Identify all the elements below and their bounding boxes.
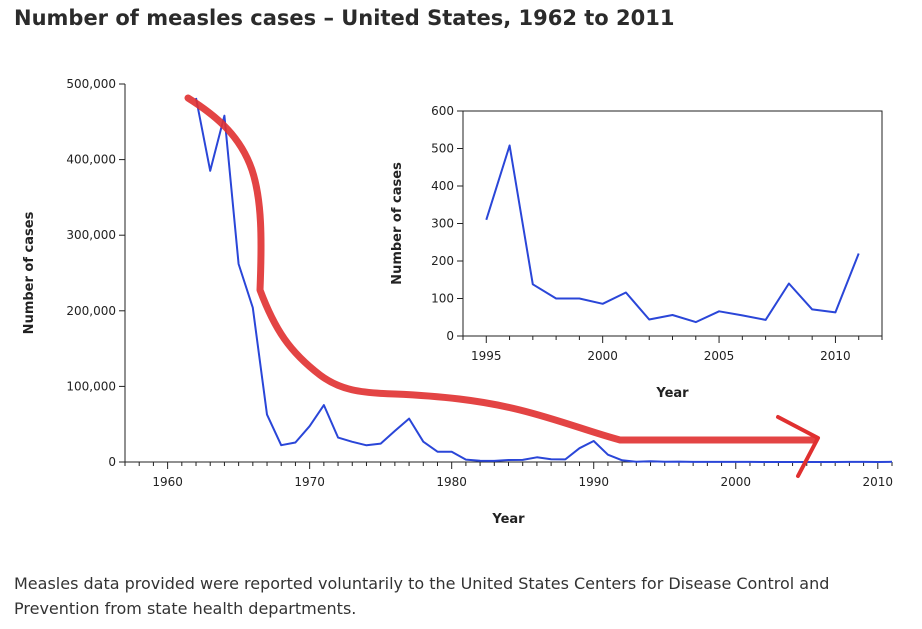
main-y-axis-label: Number of cases xyxy=(22,211,37,334)
inset-y-tick-label: 500 xyxy=(431,142,454,156)
hand-drawn-arrow xyxy=(184,94,820,478)
inset-frame xyxy=(462,110,883,337)
main-y-tick-label: 500,000 xyxy=(66,77,116,91)
inset-y-tick-label: 400 xyxy=(431,179,454,193)
main-x-tick-label: 1980 xyxy=(436,475,467,489)
chart-canvas: 0 100,000 200,000 300,000 400,000 500,000 1960… xyxy=(22,77,893,527)
inset-x-axis-label: Year xyxy=(655,386,689,401)
inset-x-tick-label: 2010 xyxy=(820,349,851,363)
inset-chart: 0 100 200 300 400 500 600 1995 2000 2005 2010 Year N… xyxy=(390,104,883,401)
inset-y-tick-label: 200 xyxy=(431,254,454,268)
footnote: Measles data provided were reported volu… xyxy=(14,574,830,618)
page-title: Number of measles cases – United States,… xyxy=(14,6,675,30)
main-y-tick-label: 300,000 xyxy=(66,228,116,242)
inset-x-tick-label: 2000 xyxy=(587,349,618,363)
main-series-line xyxy=(195,97,893,463)
inset-series-line xyxy=(485,144,860,324)
arrow-head xyxy=(776,415,820,478)
inset-y-tick-label: 0 xyxy=(446,329,454,343)
inset-x-tick-label: 2005 xyxy=(704,349,735,363)
main-x-axis-label: Year xyxy=(491,512,525,527)
main-x-tick-label: 1970 xyxy=(294,475,325,489)
inset-y-axis-label: Number of cases xyxy=(390,162,405,285)
main-y-tick-label: 400,000 xyxy=(66,153,116,167)
inset-y-tick-label: 300 xyxy=(431,217,454,231)
main-x-tick-label: 2010 xyxy=(863,475,894,489)
inset-x-tick-label: 1995 xyxy=(471,349,502,363)
arrow-stroke xyxy=(184,94,819,444)
inset-y-tick-label: 600 xyxy=(431,104,454,118)
main-chart: 0 100,000 200,000 300,000 400,000 500,000 1960… xyxy=(22,77,893,527)
main-x-tick-label: 1990 xyxy=(578,475,609,489)
main-y-tick-label: 100,000 xyxy=(66,379,116,393)
main-x-tick-label: 2000 xyxy=(720,475,751,489)
main-y-tick-label: 200,000 xyxy=(66,304,116,318)
main-x-tick-label: 1960 xyxy=(152,475,183,489)
main-y-tick-label: 0 xyxy=(108,455,116,469)
inset-y-tick-label: 100 xyxy=(431,292,454,306)
